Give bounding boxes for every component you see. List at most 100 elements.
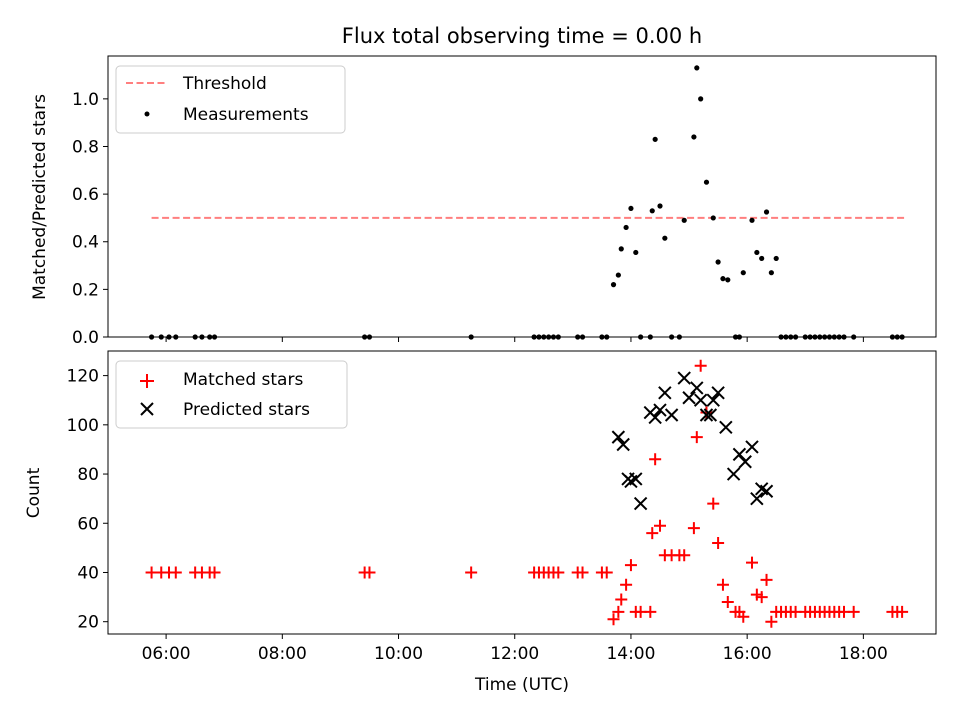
bottom-panel: 20 40 60 80 100 120 06:00 08:00 10:00 12:00 14:00…: [24, 350, 937, 695]
bottom-x-ticks: 06:00 08:00 10:00 12:00 14:00 16:00 18:00: [142, 634, 888, 664]
predicted-star-point: [703, 408, 718, 422]
matched-star-point: [646, 527, 659, 540]
bottom-legend-box: [115, 360, 348, 429]
bottom-xtick-label: 14:00: [606, 644, 655, 664]
matched-star-point: [363, 566, 376, 579]
matched-star-point: [615, 593, 628, 606]
bottom-ytick-label: 100: [67, 416, 99, 436]
bottom-xtick-label: 12:00: [490, 644, 539, 664]
matched-star-point: [169, 566, 182, 579]
predicted-star-point: [633, 496, 648, 511]
bottom-ytick-label: 60: [77, 514, 99, 534]
predicted-star-point: [726, 467, 741, 481]
top-ytick-label: 0.4: [72, 233, 99, 253]
matched-star-point: [654, 519, 666, 532]
predicted-star-point: [699, 408, 714, 422]
measurement-point: [610, 282, 617, 288]
bottom-xtick-label: 16:00: [723, 644, 772, 664]
measurement-point: [623, 224, 629, 231]
top-ytick-label: 0.8: [72, 137, 99, 157]
matched-star-point: [208, 566, 221, 579]
matched-star-point: [746, 556, 758, 569]
predicted-star-point: [682, 391, 696, 405]
measurement-point: [720, 276, 726, 282]
matched-star-point: [687, 522, 700, 535]
bottom-legend: Matched stars Predicted stars: [115, 360, 348, 429]
measurement-point: [715, 259, 721, 265]
bottom-ytick-label: 80: [77, 465, 99, 485]
matched-star-point: [600, 566, 613, 579]
measurement-point: [694, 65, 700, 71]
bottom-y-axis-label: Count: [24, 467, 44, 518]
matched-star-point: [620, 578, 633, 591]
predicted-points: [611, 371, 774, 511]
measurement-point: [703, 179, 710, 185]
matched-star-point: [465, 566, 478, 579]
predicted-star-point: [658, 386, 672, 400]
matched-star-point: [644, 605, 657, 618]
measurement-point: [740, 270, 746, 276]
predicted-star-point: [719, 420, 733, 434]
predicted-star-point: [629, 472, 643, 486]
bottom-axes-frame: [107, 350, 937, 635]
measurement-point: [691, 134, 697, 140]
predicted-star-point: [706, 393, 720, 407]
top-y-ticks: 0.0 0.2 0.4 0.6 0.8 1.0: [72, 90, 108, 348]
matched-star-point: [847, 605, 860, 618]
matched-star-point: [624, 559, 637, 572]
matched-star-point: [765, 615, 778, 628]
measurement-point: [773, 255, 779, 262]
measurement-point: [649, 208, 655, 214]
measurements-legend-label: Measurements: [183, 105, 309, 125]
measurement-point: [710, 215, 716, 221]
bottom-xtick-label: 18:00: [839, 644, 888, 664]
predicted-star-point: [677, 371, 691, 385]
matched-star-point: [678, 549, 691, 562]
matched-star-point: [612, 605, 625, 618]
top-ytick-label: 0.2: [72, 280, 99, 300]
measurement-point: [698, 96, 704, 102]
predicted-legend-label: Predicted stars: [183, 400, 310, 420]
predicted-star-point: [732, 447, 747, 462]
bottom-ytick-label: 40: [77, 563, 99, 583]
top-ytick-label: 1.0: [72, 90, 99, 110]
predicted-legend-swatch: [140, 402, 154, 416]
measurements-legend-swatch: [144, 111, 150, 117]
matched-star-point: [716, 578, 729, 591]
matched-star-point: [690, 431, 703, 444]
bottom-xtick-label: 10:00: [374, 644, 423, 664]
measurement-point: [725, 277, 731, 283]
measurement-point: [763, 209, 770, 215]
predicted-star-point: [616, 437, 630, 452]
top-legend-box: [115, 65, 346, 134]
matched-star-point: [576, 566, 589, 579]
predicted-star-point: [738, 455, 752, 469]
top-ytick-label: 0.0: [72, 328, 99, 348]
top-x-ticks: [165, 337, 864, 342]
predicted-star-point: [759, 484, 774, 498]
matched-legend-label: Matched stars: [183, 370, 303, 390]
matched-star-point: [712, 536, 725, 549]
top-axes-frame: [107, 55, 937, 338]
top-y-axis-label: Matched/Predicted stars: [30, 94, 50, 300]
measurement-point: [768, 270, 774, 276]
predicted-star-point: [690, 381, 704, 395]
measurement-point: [662, 235, 668, 241]
measurement-point: [657, 203, 663, 209]
matched-star-point: [721, 596, 734, 609]
predicted-star-point: [653, 403, 667, 417]
bottom-y-ticks: 20 40 60 80 100 120: [67, 367, 108, 633]
matched-star-point: [737, 610, 750, 623]
measurement-point: [615, 272, 621, 278]
bottom-ytick-label: 120: [67, 367, 99, 387]
predicted-star-point: [648, 410, 662, 425]
predicted-star-point: [745, 440, 759, 454]
measurement-point: [759, 255, 765, 262]
bottom-x-axis-label: Time (UTC): [474, 675, 569, 695]
matched-legend-swatch: [140, 374, 154, 388]
top-ytick-label: 0.6: [72, 185, 99, 205]
measurement-point: [652, 136, 658, 142]
matched-star-point: [755, 591, 768, 604]
matched-points: [145, 359, 909, 628]
